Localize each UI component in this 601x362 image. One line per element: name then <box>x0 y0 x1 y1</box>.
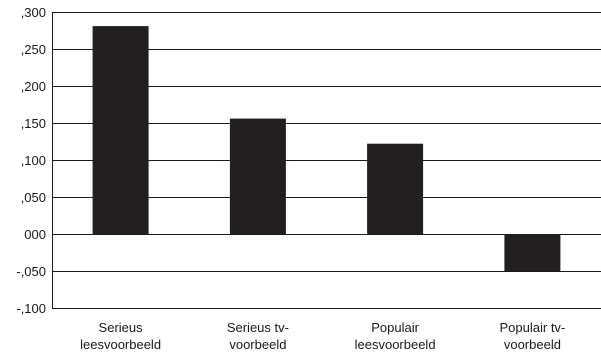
y-tick-label: ,250 <box>21 42 46 57</box>
bar <box>504 234 561 271</box>
x-category-label: Populair tv- <box>500 320 566 335</box>
y-tick-label: ,300 <box>21 5 46 20</box>
x-category-label: Serieus <box>99 320 144 335</box>
x-category-label: voorbeeld <box>504 337 561 352</box>
y-tick-labels: ,300 ,250 ,200 ,150 ,100 ,050 000 -,050 -,100 <box>16 5 46 316</box>
y-tick-label: -,050 <box>16 264 46 279</box>
bar <box>92 26 149 234</box>
x-category-label: voorbeeld <box>229 337 286 352</box>
y-tick-label: 000 <box>24 227 46 242</box>
bar <box>367 143 424 234</box>
y-tick-label: ,050 <box>21 190 46 205</box>
y-tick-label: ,100 <box>21 153 46 168</box>
bar <box>229 118 286 234</box>
x-category-label: Serieus tv- <box>227 320 289 335</box>
bars <box>92 26 561 271</box>
y-tick-label: ,150 <box>21 116 46 131</box>
x-category-label: Populair <box>371 320 419 335</box>
y-tick-label: ,200 <box>21 79 46 94</box>
x-category-labels: Serieus leesvoorbeeld Serieus tv-voorbeeld… <box>80 320 565 352</box>
y-tick-label: -,100 <box>16 301 46 316</box>
x-category-label: leesvoorbeeld <box>80 337 161 352</box>
x-category-label: leesvoorbeeld <box>355 337 436 352</box>
